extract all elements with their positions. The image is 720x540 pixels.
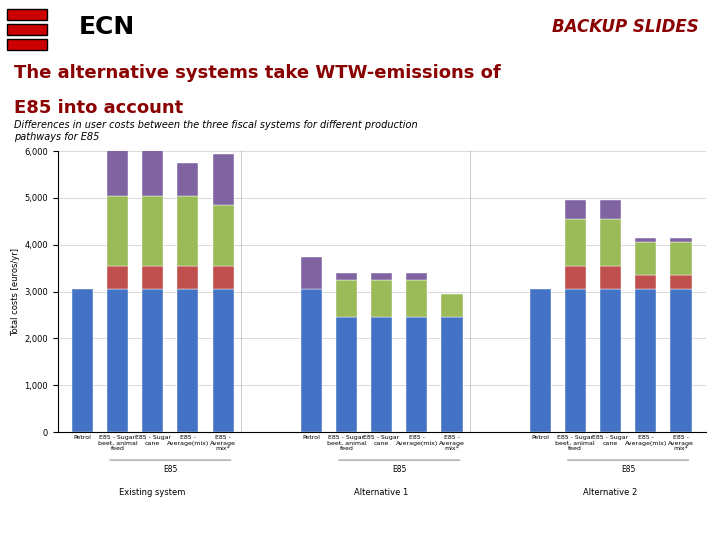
- Text: Alternative 2: Alternative 2: [583, 488, 638, 497]
- Bar: [336, 280, 357, 318]
- Bar: [635, 289, 657, 432]
- Bar: [301, 289, 322, 432]
- Bar: [600, 200, 621, 219]
- Text: Alternative 1: Alternative 1: [354, 488, 409, 497]
- Bar: [177, 289, 199, 432]
- Bar: [336, 318, 357, 432]
- Bar: [336, 273, 357, 280]
- Bar: [406, 280, 428, 318]
- Bar: [670, 289, 691, 432]
- FancyBboxPatch shape: [7, 39, 47, 50]
- Bar: [670, 275, 691, 289]
- Bar: [212, 205, 234, 266]
- Bar: [564, 219, 586, 266]
- Bar: [107, 195, 128, 266]
- Bar: [441, 318, 462, 432]
- Bar: [212, 266, 234, 289]
- FancyBboxPatch shape: [7, 24, 47, 35]
- Text: www.ecn.nl: www.ecn.nl: [639, 516, 706, 529]
- Bar: [107, 266, 128, 289]
- Text: Differences in user costs between the three fiscal systems for different product: Differences in user costs between the th…: [14, 120, 418, 141]
- Bar: [600, 289, 621, 432]
- Bar: [177, 163, 199, 195]
- Bar: [564, 200, 586, 219]
- Text: The alternative systems take WTW-emissions of: The alternative systems take WTW-emissio…: [14, 64, 501, 82]
- Bar: [635, 275, 657, 289]
- Text: Energy research Centre of the Netherlands: Energy research Centre of the Netherland…: [233, 516, 487, 529]
- Text: BACKUP SLIDES: BACKUP SLIDES: [552, 18, 698, 36]
- Bar: [301, 256, 322, 289]
- Bar: [142, 149, 163, 195]
- FancyBboxPatch shape: [7, 9, 47, 20]
- Bar: [529, 289, 551, 432]
- Bar: [371, 280, 392, 318]
- Text: E85: E85: [163, 465, 178, 474]
- Bar: [72, 289, 93, 432]
- Text: E85: E85: [621, 465, 635, 474]
- Text: ECN: ECN: [79, 15, 135, 39]
- Bar: [142, 195, 163, 266]
- Bar: [600, 266, 621, 289]
- Bar: [670, 238, 691, 242]
- Bar: [212, 289, 234, 432]
- Bar: [142, 289, 163, 432]
- Bar: [371, 318, 392, 432]
- Bar: [107, 149, 128, 195]
- Text: 57: 57: [14, 516, 32, 529]
- Bar: [600, 219, 621, 266]
- Bar: [564, 289, 586, 432]
- Bar: [142, 266, 163, 289]
- Text: E85: E85: [392, 465, 406, 474]
- Bar: [107, 289, 128, 432]
- Bar: [406, 318, 428, 432]
- Bar: [212, 153, 234, 205]
- Y-axis label: Total costs [euros/yr]: Total costs [euros/yr]: [11, 248, 20, 335]
- Bar: [371, 273, 392, 280]
- Bar: [406, 273, 428, 280]
- Text: 5-9-2021: 5-9-2021: [65, 517, 115, 528]
- Bar: [177, 266, 199, 289]
- Bar: [177, 195, 199, 266]
- Bar: [564, 266, 586, 289]
- Bar: [670, 242, 691, 275]
- Text: Existing system: Existing system: [120, 488, 186, 497]
- Bar: [635, 238, 657, 242]
- Bar: [441, 294, 462, 318]
- Text: E85 into account: E85 into account: [14, 99, 184, 117]
- Bar: [635, 242, 657, 275]
